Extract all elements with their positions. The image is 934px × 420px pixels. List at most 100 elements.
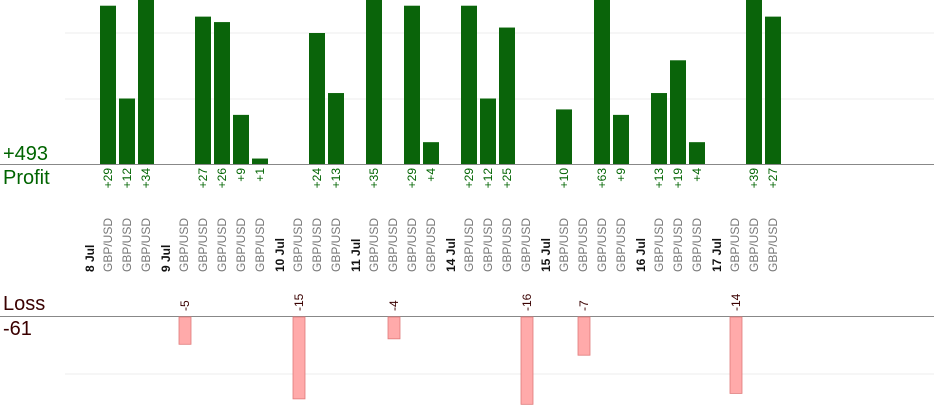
profit-label: Profit — [3, 167, 50, 189]
profit-value-label: +29 — [462, 168, 476, 189]
pair-label: GBP/USD — [500, 218, 514, 272]
pair-label: GBP/USD — [405, 218, 419, 272]
pair-label: GBP/USD — [253, 218, 267, 272]
loss-bar — [178, 316, 192, 345]
profit-bar — [651, 93, 667, 164]
profit-bar — [480, 98, 496, 164]
loss-total: -61 — [3, 318, 32, 340]
profit-bar — [594, 0, 610, 164]
profit-bar — [138, 0, 154, 164]
profit-value-label: +25 — [500, 168, 514, 189]
pair-label: GBP/USD — [462, 218, 476, 272]
date-label: 9 Jul — [159, 245, 173, 272]
profit-total: +493 — [3, 143, 49, 165]
pair-label: GBP/USD — [671, 218, 685, 272]
pair-label: GBP/USD — [234, 218, 248, 272]
profit-bar — [214, 22, 230, 165]
profit-bar — [404, 5, 420, 165]
profit-bar — [233, 114, 249, 164]
loss-label: Loss — [3, 293, 46, 315]
date-label: 10 Jul — [273, 238, 287, 272]
profit-bar — [689, 142, 705, 164]
loss-value-label: -16 — [520, 293, 534, 311]
profit-value-label: +24 — [310, 168, 324, 189]
profit-value-label: +9 — [234, 168, 248, 182]
pair-label: GBP/USD — [101, 218, 115, 272]
loss-value-label: -14 — [729, 293, 743, 311]
profit-bar — [119, 98, 135, 164]
loss-value-label: -15 — [292, 293, 306, 311]
profit-value-label: +34 — [139, 168, 153, 189]
profit-value-label: +63 — [595, 168, 609, 189]
pair-label: GBP/USD — [310, 218, 324, 272]
loss-bar — [292, 316, 306, 400]
date-label: 11 Jul — [349, 239, 363, 272]
profit-value-label: +29 — [405, 168, 419, 189]
profit-bar — [461, 5, 477, 165]
date-label: 14 Jul — [444, 238, 458, 272]
pair-label: GBP/USD — [519, 218, 533, 272]
pair-label: GBP/USD — [557, 218, 571, 272]
pair-label: GBP/USD — [215, 218, 229, 272]
profit-value-label: +19 — [671, 168, 685, 189]
loss-value-label: -4 — [387, 300, 401, 311]
profit-value-label: +35 — [367, 168, 381, 189]
profit-value-label: +12 — [120, 168, 134, 189]
date-label: 17 Jul — [710, 238, 724, 272]
date-label: 15 Jul — [539, 238, 553, 272]
profit-value-label: +1 — [253, 168, 267, 182]
profit-bar — [252, 158, 268, 164]
profit-value-label: +12 — [481, 168, 495, 189]
loss-bar — [577, 316, 591, 356]
profit-bar — [423, 142, 439, 164]
pair-label: GBP/USD — [196, 218, 210, 272]
loss-bar — [387, 316, 401, 340]
loss-value-label: -7 — [577, 300, 591, 311]
profit-value-label: +4 — [424, 168, 438, 182]
loss-bar — [729, 316, 743, 394]
profit-value-label: +10 — [557, 168, 571, 189]
profit-bar — [499, 27, 515, 164]
profit-bar — [670, 60, 686, 164]
date-label: 8 Jul — [83, 245, 97, 272]
pair-label: GBP/USD — [690, 218, 704, 272]
pair-label: GBP/USD — [139, 218, 153, 272]
pair-label: GBP/USD — [367, 218, 381, 272]
pair-label: GBP/USD — [614, 218, 628, 272]
pair-label: GBP/USD — [291, 218, 305, 272]
date-label: 16 Jul — [634, 238, 648, 272]
profit-bar — [746, 0, 762, 164]
loss-bar — [520, 316, 534, 405]
pair-label: GBP/USD — [329, 218, 343, 272]
profit-value-label: +4 — [690, 168, 704, 182]
profit-bar — [765, 16, 781, 164]
pair-label: GBP/USD — [177, 218, 191, 272]
profit-value-label: +29 — [101, 168, 115, 189]
profit-bar — [366, 0, 382, 165]
profit-bar — [556, 109, 572, 164]
profit-value-label: +39 — [747, 168, 761, 189]
profit-bar — [195, 16, 211, 164]
pair-label: GBP/USD — [120, 218, 134, 272]
pair-label: GBP/USD — [424, 218, 438, 272]
pair-label: GBP/USD — [728, 218, 742, 272]
loss-value-label: -5 — [178, 300, 192, 311]
profit-value-label: +26 — [215, 168, 229, 189]
profit-bar — [100, 5, 116, 165]
pair-label: GBP/USD — [747, 218, 761, 272]
profit-value-label: +13 — [329, 168, 343, 189]
profit-bar — [309, 33, 325, 164]
pair-label: GBP/USD — [386, 218, 400, 272]
profit-value-label: +9 — [614, 168, 628, 182]
profit-value-label: +27 — [766, 168, 780, 189]
pair-label: GBP/USD — [652, 218, 666, 272]
pair-label: GBP/USD — [481, 218, 495, 272]
pair-label: GBP/USD — [576, 218, 590, 272]
profit-bar — [613, 114, 629, 164]
profit-bar — [328, 93, 344, 164]
pair-label: GBP/USD — [595, 218, 609, 272]
profit-value-label: +13 — [652, 168, 666, 189]
profit-value-label: +27 — [196, 168, 210, 189]
pair-label: GBP/USD — [766, 218, 780, 272]
